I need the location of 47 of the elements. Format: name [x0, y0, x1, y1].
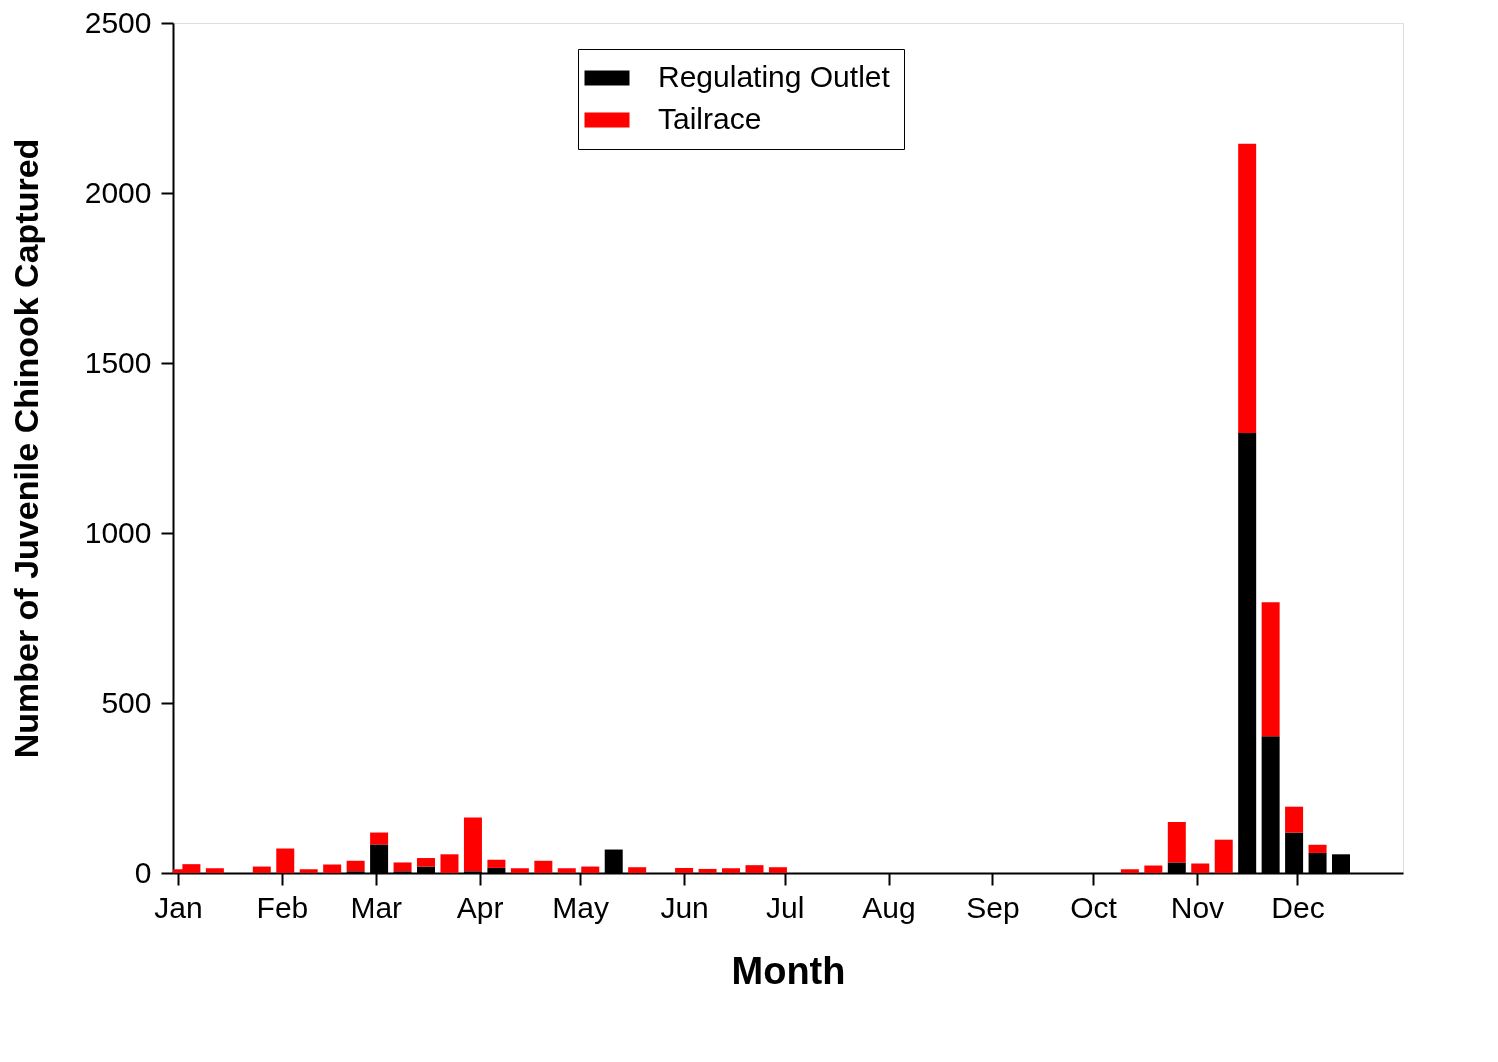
bar	[1238, 143, 1257, 434]
x-tick-label: Jul	[765, 890, 805, 924]
bar	[698, 868, 717, 873]
x-tick-label: Dec	[1271, 890, 1325, 924]
y-tick-label: 1500	[84, 345, 152, 379]
x-tick-label: Apr	[456, 890, 504, 924]
bar	[1191, 863, 1210, 873]
bar	[463, 817, 482, 872]
legend-label: Regulating Outlet	[658, 60, 891, 93]
y-tick-label: 2500	[84, 5, 152, 39]
x-tick-label: Mar	[350, 890, 403, 924]
bar	[745, 865, 764, 873]
x-axis-title: Month	[731, 949, 846, 992]
bar	[510, 868, 529, 873]
bar	[1308, 844, 1327, 853]
y-tick-label: 1000	[84, 515, 152, 549]
bar	[1144, 865, 1163, 873]
bar	[1167, 822, 1186, 863]
x-tick-label: Feb	[256, 890, 309, 924]
y-tick-label: 2000	[84, 175, 152, 209]
y-axis-title: Number of Juvenile Chinook Captured	[6, 138, 45, 759]
bar	[440, 854, 459, 873]
bar	[1214, 839, 1233, 873]
bar	[1261, 602, 1280, 737]
bar	[370, 832, 389, 845]
x-tick-label: May	[552, 890, 610, 924]
bar	[1120, 869, 1139, 873]
bar	[675, 867, 694, 873]
x-tick-label: Oct	[1070, 890, 1118, 924]
y-tick-label: 0	[134, 855, 152, 889]
x-tick-label: Sep	[966, 890, 1020, 924]
bar	[557, 868, 576, 873]
x-tick-label: Nov	[1170, 890, 1225, 924]
bar	[487, 859, 506, 868]
legend-label: Tailrace	[658, 102, 762, 135]
x-tick-label: Aug	[862, 890, 916, 924]
bar	[768, 867, 787, 873]
x-tick-label: Jan	[154, 890, 203, 924]
x-tick-label: Jun	[660, 890, 709, 924]
bar	[722, 868, 741, 873]
bar	[417, 858, 436, 867]
y-tick-label: 500	[101, 685, 152, 719]
bar	[393, 862, 412, 872]
bar	[1285, 806, 1304, 833]
bar	[628, 867, 647, 873]
bar	[534, 860, 553, 873]
bar	[581, 866, 600, 873]
